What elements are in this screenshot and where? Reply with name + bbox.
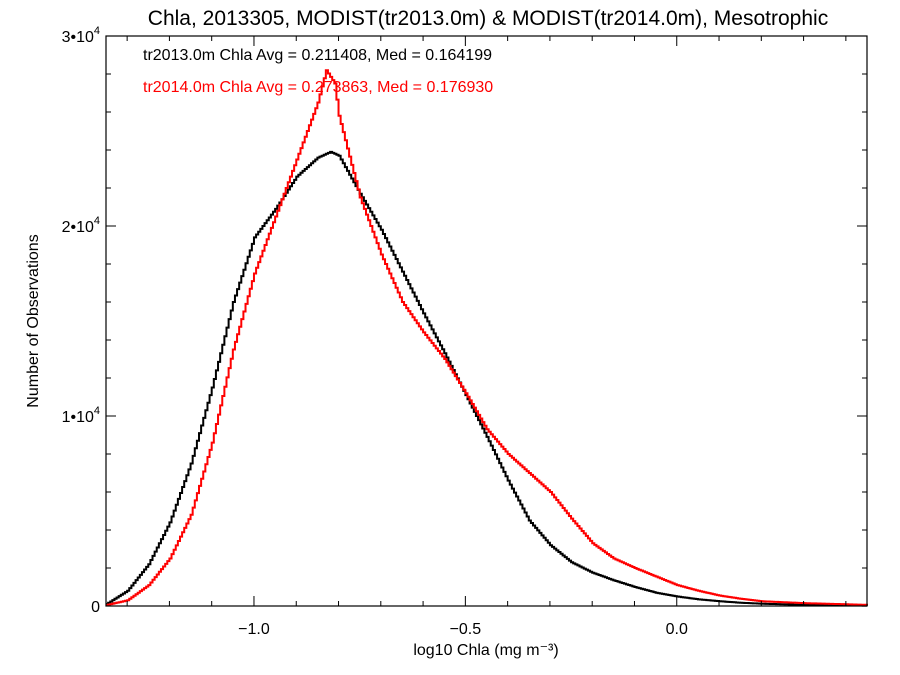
series-line-1 xyxy=(106,150,868,607)
plot-frame xyxy=(105,35,868,607)
y-tick-label: 2•104 xyxy=(62,215,100,236)
x-tick-label: −0.5 xyxy=(450,621,482,638)
y-tick-label: 3•104 xyxy=(62,25,100,46)
y-tick-label: 1•104 xyxy=(62,405,100,426)
axes-group: −1.0 −0.5 0.0 0 1•104 2•104 3•104 xyxy=(62,25,867,638)
annotation-series-2: tr2014.0m Chla Avg = 0.273863, Med = 0.1… xyxy=(143,79,493,96)
series-line-2 xyxy=(106,69,868,607)
x-axis-label: log10 Chla (mg m⁻³) xyxy=(413,642,558,659)
y-axis-label: Number of Observations xyxy=(25,234,42,407)
y-tick-label: 0 xyxy=(91,599,100,616)
x-tick-label: −1.0 xyxy=(238,621,270,638)
annotation-series-1: tr2013.0m Chla Avg = 0.211408, Med = 0.1… xyxy=(143,47,492,64)
chart-title: Chla, 2013305, MODIST(tr2013.0m) & MODIS… xyxy=(148,7,828,30)
plot-series-group xyxy=(106,69,868,607)
x-tick-label: 0.0 xyxy=(666,621,688,638)
